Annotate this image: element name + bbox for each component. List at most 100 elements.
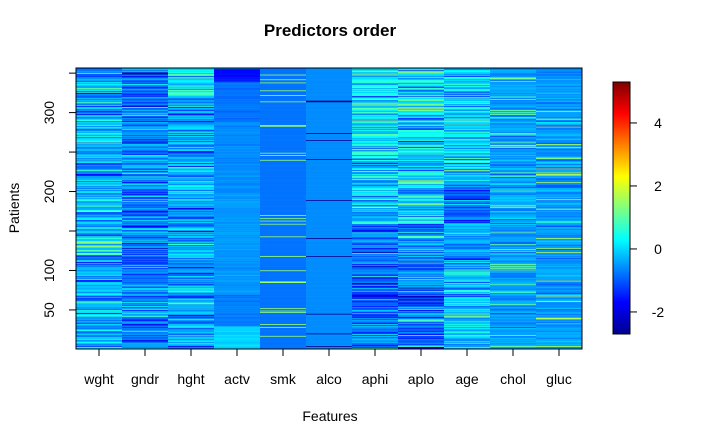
- heatmap-cell: [214, 256, 261, 258]
- heatmap-cell: [76, 286, 123, 288]
- heatmap-cell: [398, 239, 445, 241]
- heatmap-cell: [214, 288, 261, 290]
- heatmap-cell: [536, 274, 583, 276]
- heatmap-cell: [536, 307, 583, 310]
- heatmap-cell: [490, 159, 537, 161]
- heatmap-cell: [398, 189, 445, 191]
- heatmap-cell: [76, 158, 123, 160]
- heatmap-cell: [168, 115, 215, 117]
- heatmap-cell: [352, 346, 399, 348]
- heatmap-cell: [536, 321, 583, 323]
- heatmap-cell: [352, 211, 399, 213]
- heatmap-cell: [260, 125, 307, 127]
- heatmap-cell: [260, 82, 307, 84]
- heatmap-cell: [490, 263, 537, 265]
- heatmap-cell: [536, 210, 583, 212]
- heatmap-cell: [168, 123, 215, 125]
- heatmap-cell: [352, 302, 399, 304]
- heatmap-cell: [260, 284, 307, 286]
- heatmap-cell: [490, 241, 537, 243]
- heatmap-cell: [306, 131, 353, 133]
- heatmap-cell: [444, 303, 491, 305]
- heatmap-cell: [306, 245, 353, 247]
- heatmap-cell: [168, 72, 215, 74]
- heatmap-cell: [352, 334, 399, 336]
- heatmap-cell: [490, 217, 537, 219]
- heatmap-cell: [122, 128, 169, 130]
- heatmap-cell: [398, 150, 445, 152]
- heatmap-cell: [490, 185, 537, 187]
- heatmap-cell: [306, 143, 353, 145]
- heatmap-cell: [306, 322, 353, 325]
- heatmap-cell: [122, 281, 169, 283]
- heatmap-cell: [398, 192, 445, 194]
- heatmap-cell: [122, 137, 169, 139]
- heatmap-cell: [122, 266, 169, 268]
- heatmap-cell: [76, 152, 123, 154]
- heatmap-cell: [444, 296, 491, 298]
- heatmap-cell: [352, 86, 399, 88]
- heatmap-cell: [398, 161, 445, 163]
- heatmap-cell: [352, 256, 399, 258]
- heatmap-cell: [168, 201, 215, 203]
- heatmap-cell: [214, 183, 261, 185]
- heatmap-cell: [122, 202, 169, 204]
- heatmap-cell: [168, 339, 215, 341]
- heatmap-cell: [352, 136, 399, 138]
- heatmap-cell: [76, 134, 123, 136]
- heatmap-cell: [168, 294, 215, 296]
- heatmap-cell: [260, 97, 307, 99]
- heatmap-cell: [536, 234, 583, 236]
- heatmap-cell: [352, 105, 399, 107]
- heatmap-cell: [398, 296, 445, 298]
- heatmap-cell: [306, 240, 353, 242]
- heatmap-cell: [168, 190, 215, 192]
- heatmap-cell: [214, 278, 261, 280]
- heatmap-cell: [352, 139, 399, 141]
- heatmap-cell: [352, 165, 399, 167]
- heatmap-cell: [444, 322, 491, 324]
- heatmap-cell: [444, 208, 491, 210]
- heatmap-cell: [536, 345, 583, 347]
- heatmap-cell: [536, 211, 583, 213]
- heatmap-cell: [536, 311, 583, 313]
- heatmap-cell: [260, 132, 307, 134]
- heatmap-cell: [398, 246, 445, 248]
- heatmap-cell: [444, 210, 491, 212]
- heatmap-cell: [536, 261, 583, 263]
- heatmap-cell: [352, 294, 399, 296]
- heatmap-cell: [444, 101, 491, 104]
- y-axis-title: Patients: [6, 183, 22, 234]
- heatmap-cell: [444, 84, 491, 86]
- heatmap-cell: [260, 270, 307, 272]
- heatmap-cell: [214, 150, 261, 152]
- heatmap-cell: [444, 172, 491, 174]
- heatmap-cell: [76, 126, 123, 128]
- heatmap-cell: [122, 124, 169, 126]
- heatmap-cell: [260, 315, 307, 317]
- heatmap-cell: [536, 227, 583, 229]
- heatmap-cell: [398, 125, 445, 127]
- heatmap-cell: [214, 344, 261, 346]
- heatmap-cell: [76, 240, 123, 242]
- heatmap-cell: [398, 260, 445, 262]
- heatmap-cell: [444, 225, 491, 227]
- heatmap-cell: [168, 191, 215, 193]
- heatmap-cell: [76, 74, 123, 76]
- heatmap-cell: [352, 289, 399, 291]
- heatmap-cell: [444, 271, 491, 273]
- heatmap-cell: [214, 244, 261, 246]
- heatmap-cell: [168, 306, 215, 308]
- heatmap-cell: [490, 92, 537, 94]
- heatmap-cell: [76, 163, 123, 165]
- heatmap-cell: [76, 313, 123, 315]
- heatmap-cell: [306, 341, 353, 343]
- heatmap-cell: [444, 292, 491, 295]
- heatmap-cell: [260, 88, 307, 90]
- heatmap-cell: [444, 161, 491, 164]
- heatmap-cell: [260, 275, 307, 277]
- heatmap-cell: [168, 103, 215, 105]
- heatmap-cell: [536, 208, 583, 210]
- heatmap-cell: [536, 327, 583, 329]
- heatmap-cell: [214, 172, 261, 175]
